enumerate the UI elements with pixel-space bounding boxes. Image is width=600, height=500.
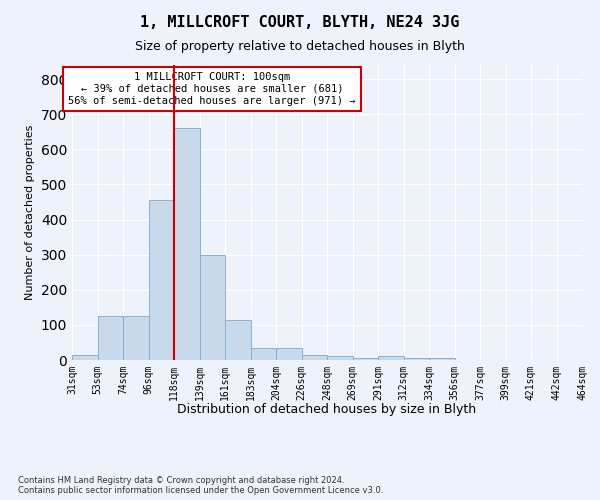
Bar (225, 320, 251, 360)
Text: 1 MILLCROFT COURT: 100sqm
← 39% of detached houses are smaller (681)
56% of semi: 1 MILLCROFT COURT: 100sqm ← 39% of detac… (68, 72, 356, 106)
Bar (149, 200, 174, 360)
Bar (378, 356, 404, 360)
Text: Contains HM Land Registry data © Crown copyright and database right 2024.
Contai: Contains HM Land Registry data © Crown c… (18, 476, 383, 495)
Y-axis label: Number of detached properties: Number of detached properties (25, 125, 35, 300)
Bar (302, 354, 327, 360)
Bar (123, 316, 149, 360)
Bar (174, 128, 199, 360)
Bar (429, 358, 455, 360)
X-axis label: Distribution of detached houses by size in Blyth: Distribution of detached houses by size … (178, 403, 476, 416)
Bar (327, 356, 353, 360)
Bar (251, 348, 276, 360)
Text: 1, MILLCROFT COURT, BLYTH, NE24 3JG: 1, MILLCROFT COURT, BLYTH, NE24 3JG (140, 15, 460, 30)
Bar (72, 354, 97, 360)
Bar (97, 316, 123, 360)
Bar (276, 348, 302, 360)
Text: Size of property relative to detached houses in Blyth: Size of property relative to detached ho… (135, 40, 465, 53)
Bar (353, 358, 378, 360)
Bar (404, 358, 429, 360)
Bar (199, 254, 225, 360)
